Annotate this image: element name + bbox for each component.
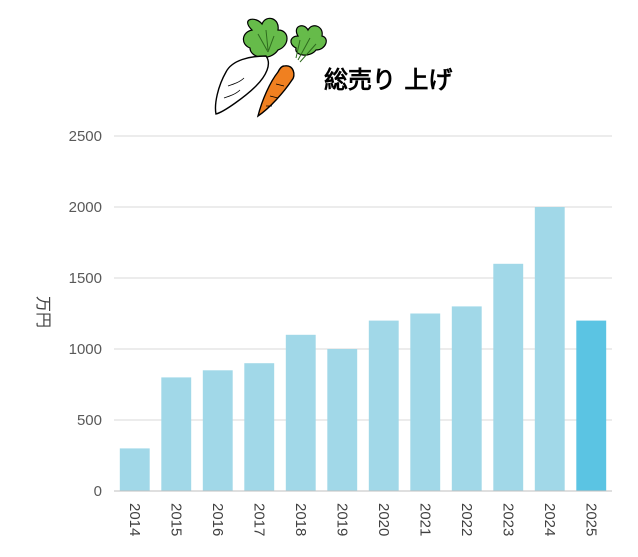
y-tick-label: 1500 xyxy=(69,270,102,287)
bar-2014 xyxy=(119,448,150,491)
bar-2025 xyxy=(576,320,607,491)
y-tick-label: 0 xyxy=(94,483,102,500)
bar-2015 xyxy=(161,377,192,491)
y-tick-labels: 0 500 1000 1500 2000 2500 xyxy=(69,128,102,500)
x-tick-labels: 2014 2015 2016 2017 2018 2019 2020 2021 2022 2023… xyxy=(126,503,600,536)
x-tick-label: 2022 xyxy=(458,503,475,536)
daikon-carrot-vegetables-icon xyxy=(214,17,327,118)
bar-2021 xyxy=(410,313,441,491)
chart-title: 総売り 上げ xyxy=(324,66,453,94)
y-tick-label: 2000 xyxy=(69,199,102,216)
x-tick-label: 2018 xyxy=(292,503,309,536)
bar-2019 xyxy=(327,349,358,491)
y-tick-label: 2500 xyxy=(69,128,102,145)
bar-2016 xyxy=(202,370,233,491)
x-tick-label: 2025 xyxy=(582,503,599,536)
bar-2023 xyxy=(493,263,524,491)
gridlines xyxy=(114,135,612,421)
x-tick-label: 2023 xyxy=(499,503,516,536)
y-axis-label: 万円 xyxy=(34,296,53,328)
x-tick-label: 2014 xyxy=(126,503,143,536)
bar-2020 xyxy=(368,320,399,491)
bar-2018 xyxy=(285,334,316,491)
x-tick-label: 2024 xyxy=(541,503,558,536)
x-tick-label: 2015 xyxy=(167,503,184,536)
bar-2017 xyxy=(244,363,275,491)
x-tick-label: 2019 xyxy=(333,503,350,536)
y-tick-label: 1000 xyxy=(69,341,102,358)
y-tick-label: 500 xyxy=(77,412,102,429)
bar-2024 xyxy=(534,207,565,491)
x-tick-label: 2017 xyxy=(250,503,267,536)
bar-2022 xyxy=(451,306,482,491)
x-tick-label: 2020 xyxy=(375,503,392,536)
x-tick-label: 2016 xyxy=(209,503,226,536)
bars xyxy=(119,207,607,491)
x-tick-label: 2021 xyxy=(416,503,433,536)
